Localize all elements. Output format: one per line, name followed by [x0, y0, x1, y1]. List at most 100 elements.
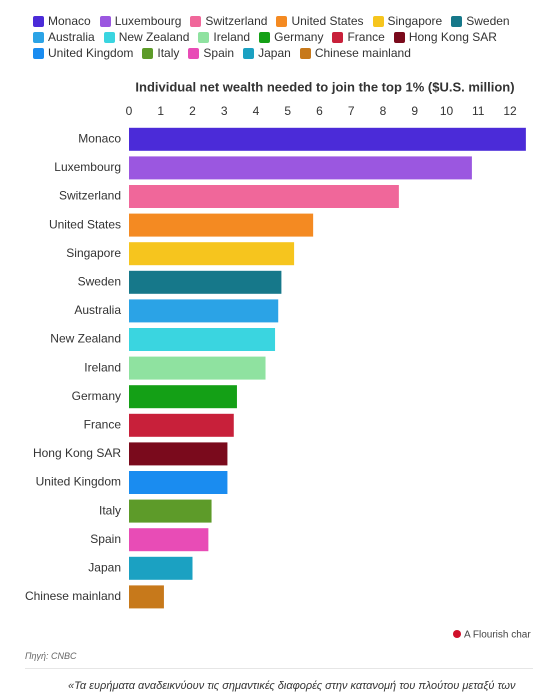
y-tick-label: Japan	[88, 560, 121, 574]
legend-swatch	[372, 16, 384, 27]
legend-swatch	[103, 32, 115, 43]
legend-swatch	[198, 32, 210, 43]
bar	[129, 442, 228, 466]
legend-swatch	[243, 48, 255, 59]
legend-item[interactable]: Singapore	[372, 14, 443, 29]
bar	[129, 356, 266, 380]
x-tick-label: 5	[284, 104, 291, 118]
y-tick-label: Sweden	[78, 274, 121, 288]
bar	[129, 413, 234, 437]
legend-label: Germany	[274, 30, 324, 44]
y-tick-label: Italy	[99, 503, 121, 517]
legend-label: Luxembourg	[114, 14, 182, 28]
y-tick-label: Luxembourg	[54, 160, 121, 174]
chart-title: Individual net wealth needed to join the…	[135, 79, 514, 94]
x-tick-label: 7	[348, 104, 355, 118]
legend-item[interactable]: France	[332, 30, 385, 45]
legend-swatch	[33, 48, 44, 59]
credit-dot	[453, 630, 461, 638]
y-tick-label: Monaco	[78, 131, 121, 145]
legend-swatch	[451, 16, 463, 27]
source: Πηγή: CNBC	[25, 651, 77, 661]
legend-swatch	[33, 32, 44, 43]
legend-item[interactable]: Germany	[259, 30, 323, 45]
y-tick-label: Germany	[72, 389, 121, 403]
bar	[129, 556, 193, 580]
bar	[129, 242, 295, 266]
legend-item[interactable]: Australia	[33, 30, 95, 45]
bar	[129, 328, 276, 351]
y-tick-label: Switzerland	[59, 189, 121, 203]
x-tick-label: 10	[440, 104, 454, 118]
legend-label: Switzerland	[205, 14, 268, 28]
legend-label: Ireland	[213, 30, 251, 44]
legend-label: Japan	[258, 46, 291, 60]
x-tick-label: 2	[189, 104, 196, 118]
legend-label: New Zealand	[118, 30, 190, 44]
legend-swatch	[259, 32, 271, 43]
legend-label: Sweden	[466, 14, 510, 28]
y-tick-label: Hong Kong SAR	[33, 446, 121, 460]
legend-swatch	[332, 32, 344, 43]
bar	[129, 528, 209, 552]
bar	[129, 156, 472, 180]
bar	[129, 127, 526, 151]
bar	[129, 299, 279, 323]
bar	[129, 471, 228, 494]
bar	[129, 270, 282, 294]
y-tick-label: New Zealand	[50, 332, 121, 346]
legend-item[interactable]: Switzerland	[190, 14, 267, 29]
separator	[25, 668, 533, 669]
bar	[129, 213, 314, 237]
y-tick-label: Spain	[90, 532, 121, 546]
legend-item[interactable]: Ireland	[198, 30, 250, 45]
bar	[129, 585, 164, 609]
bar	[129, 185, 399, 208]
x-tick-label: 8	[380, 104, 387, 118]
legend-item[interactable]: New Zealand	[103, 30, 190, 45]
x-tick-label: 11	[472, 104, 485, 118]
legend-item[interactable]: Chinese mainland	[299, 46, 411, 61]
legend-item[interactable]: Monaco	[33, 14, 91, 29]
legend-item[interactable]: Italy	[142, 46, 179, 61]
x-tick-label: 9	[411, 104, 418, 118]
x-tick-label: 3	[221, 104, 228, 118]
y-tick-label: Australia	[74, 303, 121, 317]
legend-swatch	[33, 16, 44, 27]
legend-swatch	[393, 32, 405, 43]
x-tick-label: 1	[157, 104, 164, 118]
legend-item[interactable]: Japan	[243, 46, 291, 61]
legend-swatch	[188, 48, 200, 59]
note: «Τα ευρήματα αναδεικνύουν τις σημαντικές…	[68, 680, 516, 692]
legend-label: United Kingdom	[48, 46, 134, 60]
x-tick-label: 12	[503, 104, 517, 118]
y-tick-label: Singapore	[66, 246, 121, 260]
legend-label: Spain	[203, 46, 235, 60]
y-tick-label: France	[84, 417, 122, 431]
legend-item[interactable]: United States	[276, 14, 364, 29]
bar	[129, 385, 237, 409]
legend-label: Hong Kong SAR	[408, 30, 497, 44]
legend-item[interactable]: Luxembourg	[99, 14, 182, 29]
legend-item[interactable]: Hong Kong SAR	[393, 30, 497, 45]
bar	[129, 499, 212, 523]
x-tick-label: 6	[316, 104, 323, 118]
legend: Monaco Luxembourg Switzerland United States…	[33, 14, 513, 61]
legend-label: Monaco	[48, 14, 91, 28]
credit[interactable]: A Flourish char	[464, 630, 531, 641]
legend-swatch	[142, 48, 154, 59]
legend-item[interactable]: United Kingdom	[33, 46, 133, 61]
legend-swatch	[99, 16, 111, 27]
legend-label: Chinese mainland	[314, 46, 411, 60]
legend-label: United States	[291, 14, 364, 28]
x-tick-label: 4	[253, 104, 260, 118]
legend-label: France	[347, 30, 385, 44]
y-tick-label: United States	[49, 217, 121, 231]
x-tick-label: 0	[126, 104, 133, 118]
legend-label: Singapore	[387, 14, 443, 28]
legend-item[interactable]: Sweden	[451, 14, 510, 29]
legend-item[interactable]: Spain	[188, 46, 234, 61]
y-tick-label: Chinese mainland	[25, 589, 121, 603]
